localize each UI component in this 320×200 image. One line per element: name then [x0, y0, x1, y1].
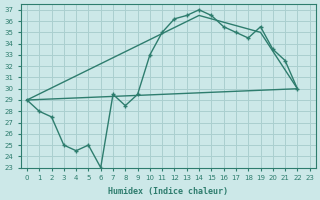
- X-axis label: Humidex (Indice chaleur): Humidex (Indice chaleur): [108, 187, 228, 196]
